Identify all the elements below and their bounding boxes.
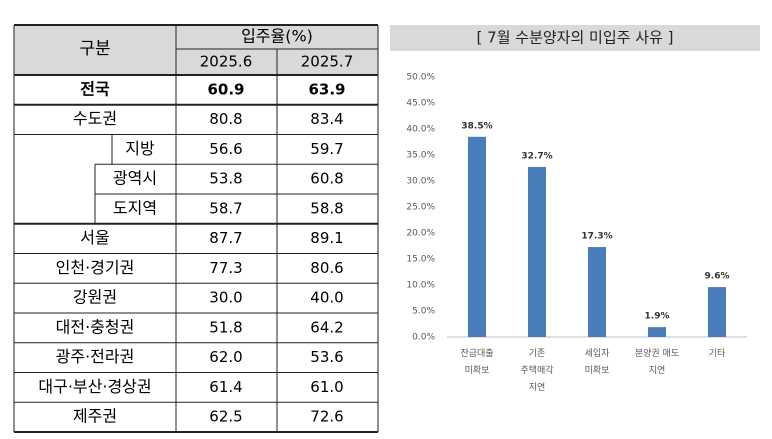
y-tick-label: 50.0% xyxy=(406,73,435,83)
chart-title: [ 7월 수분양자의 미입주 사유 ] xyxy=(477,29,674,47)
y-tick-label: 10.0% xyxy=(406,281,435,291)
table-header-bg xyxy=(14,25,378,75)
row-label: 강원권 xyxy=(73,288,117,307)
bar xyxy=(588,247,606,337)
row-label: 수도권 xyxy=(73,109,117,128)
cell: 89.1 xyxy=(310,229,343,247)
y-tick-label: 5.0% xyxy=(412,307,435,317)
y-tick-label: 35.0% xyxy=(406,151,435,161)
row-label: 지방 xyxy=(125,139,155,158)
row-label: 광주·전라권 xyxy=(56,347,135,366)
cell: 72.6 xyxy=(310,408,343,426)
header-group: 입주율(%) xyxy=(241,27,313,46)
row-label: 대구·부산·경상권 xyxy=(38,377,151,396)
row-label: 광역시 xyxy=(113,169,157,188)
cell: 62.5 xyxy=(209,408,242,426)
cell: 60.9 xyxy=(207,80,244,98)
y-tick-label: 40.0% xyxy=(406,125,435,135)
y-tick-label: 30.0% xyxy=(406,177,435,187)
row-label: 대전·충청권 xyxy=(56,317,135,336)
cell: 63.9 xyxy=(308,80,345,98)
x-tick-label: 세입자 미확보 xyxy=(584,349,610,376)
cell: 83.4 xyxy=(310,110,343,128)
cell: 77.3 xyxy=(209,259,242,277)
value-label: 1.9% xyxy=(645,312,670,322)
cell: 64.2 xyxy=(310,318,343,336)
value-label: 32.7% xyxy=(521,151,552,161)
bar xyxy=(648,327,666,337)
bar xyxy=(528,166,546,337)
x-tick-label: 기존 주택매각 지연 xyxy=(520,349,554,393)
header-col: 2025.7 xyxy=(301,53,354,71)
y-tick-label: 0.0% xyxy=(412,333,435,343)
cell: 80.8 xyxy=(209,110,242,128)
cell: 80.6 xyxy=(310,259,343,277)
row-label: 인천·경기권 xyxy=(56,258,135,277)
cell: 58.8 xyxy=(310,199,343,217)
bar xyxy=(468,136,486,337)
cell: 53.8 xyxy=(209,170,242,188)
cell: 61.4 xyxy=(209,378,242,396)
cell: 58.7 xyxy=(209,199,242,217)
x-tick-label: 분양권 매도 지연 xyxy=(634,349,680,376)
y-tick-label: 20.0% xyxy=(406,229,435,239)
header-col: 2025.6 xyxy=(200,53,253,71)
y-tick-label: 45.0% xyxy=(406,99,435,109)
cell: 62.0 xyxy=(209,348,242,366)
x-tick-label: 잔금대출 미확보 xyxy=(460,349,494,376)
row-label: 도지역 xyxy=(113,198,157,217)
cell: 56.6 xyxy=(209,140,242,158)
cell: 87.7 xyxy=(209,229,242,247)
value-label: 38.5% xyxy=(461,121,492,131)
cell: 30.0 xyxy=(209,289,242,307)
cell: 40.0 xyxy=(310,289,343,307)
chart-title-bg xyxy=(390,25,760,51)
cell: 61.0 xyxy=(310,378,343,396)
y-tick-label: 15.0% xyxy=(406,255,435,265)
value-label: 17.3% xyxy=(581,232,612,242)
cell: 53.6 xyxy=(310,348,343,366)
row-label: 전국 xyxy=(80,79,110,98)
cell: 59.7 xyxy=(310,140,343,158)
cell: 60.8 xyxy=(310,170,343,188)
header-label: 구분 xyxy=(79,39,110,59)
cell: 51.8 xyxy=(209,318,242,336)
bar xyxy=(708,287,726,337)
row-label: 제주권 xyxy=(73,407,117,426)
y-tick-label: 25.0% xyxy=(406,203,435,213)
x-tick-label: 기타 xyxy=(708,349,726,359)
row-label: 서울 xyxy=(80,228,109,247)
value-label: 9.6% xyxy=(705,272,730,282)
